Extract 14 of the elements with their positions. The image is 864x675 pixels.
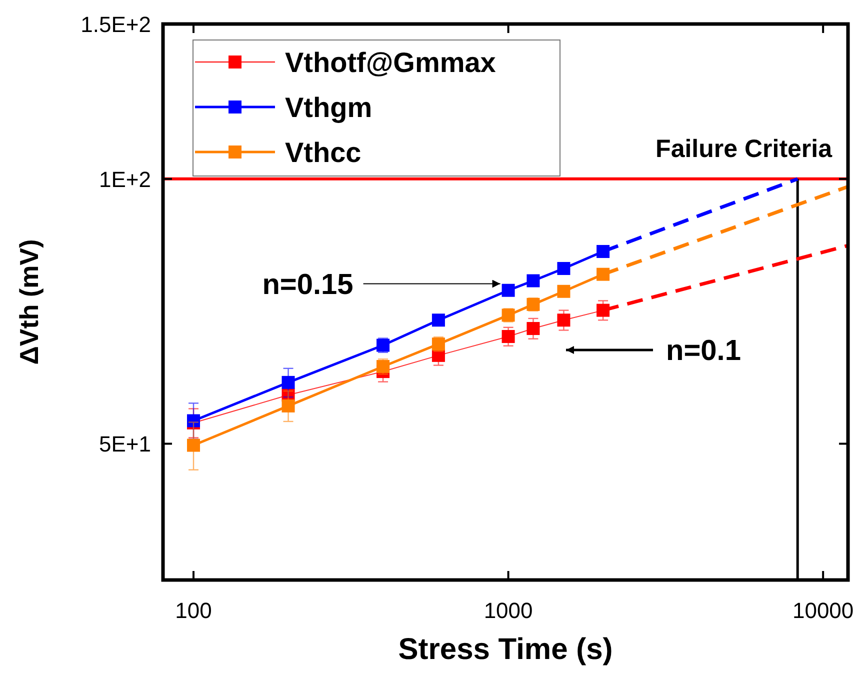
- y-axis-title: ΔVth (mV): [14, 239, 44, 365]
- y-tick-label: 1E+2: [99, 166, 151, 192]
- legend-label: Vthgm: [285, 92, 372, 123]
- y-tick-label: 5E+1: [99, 432, 151, 457]
- legend-label: Vthotf@Gmmax: [285, 47, 496, 78]
- annotation: n=0.15: [262, 268, 354, 301]
- y-tick-label: 1.5E+2: [80, 12, 151, 37]
- x-tick-label: 10000: [792, 598, 854, 623]
- legend-label: Vthcc: [285, 137, 362, 168]
- x-axis-title: Stress Time (s): [398, 633, 613, 666]
- annotation: n=0.1: [666, 335, 741, 367]
- x-tick-label: 100: [175, 598, 212, 623]
- ref-line-label: Failure Criteria: [656, 134, 834, 163]
- x-tick-label: 1000: [484, 598, 533, 623]
